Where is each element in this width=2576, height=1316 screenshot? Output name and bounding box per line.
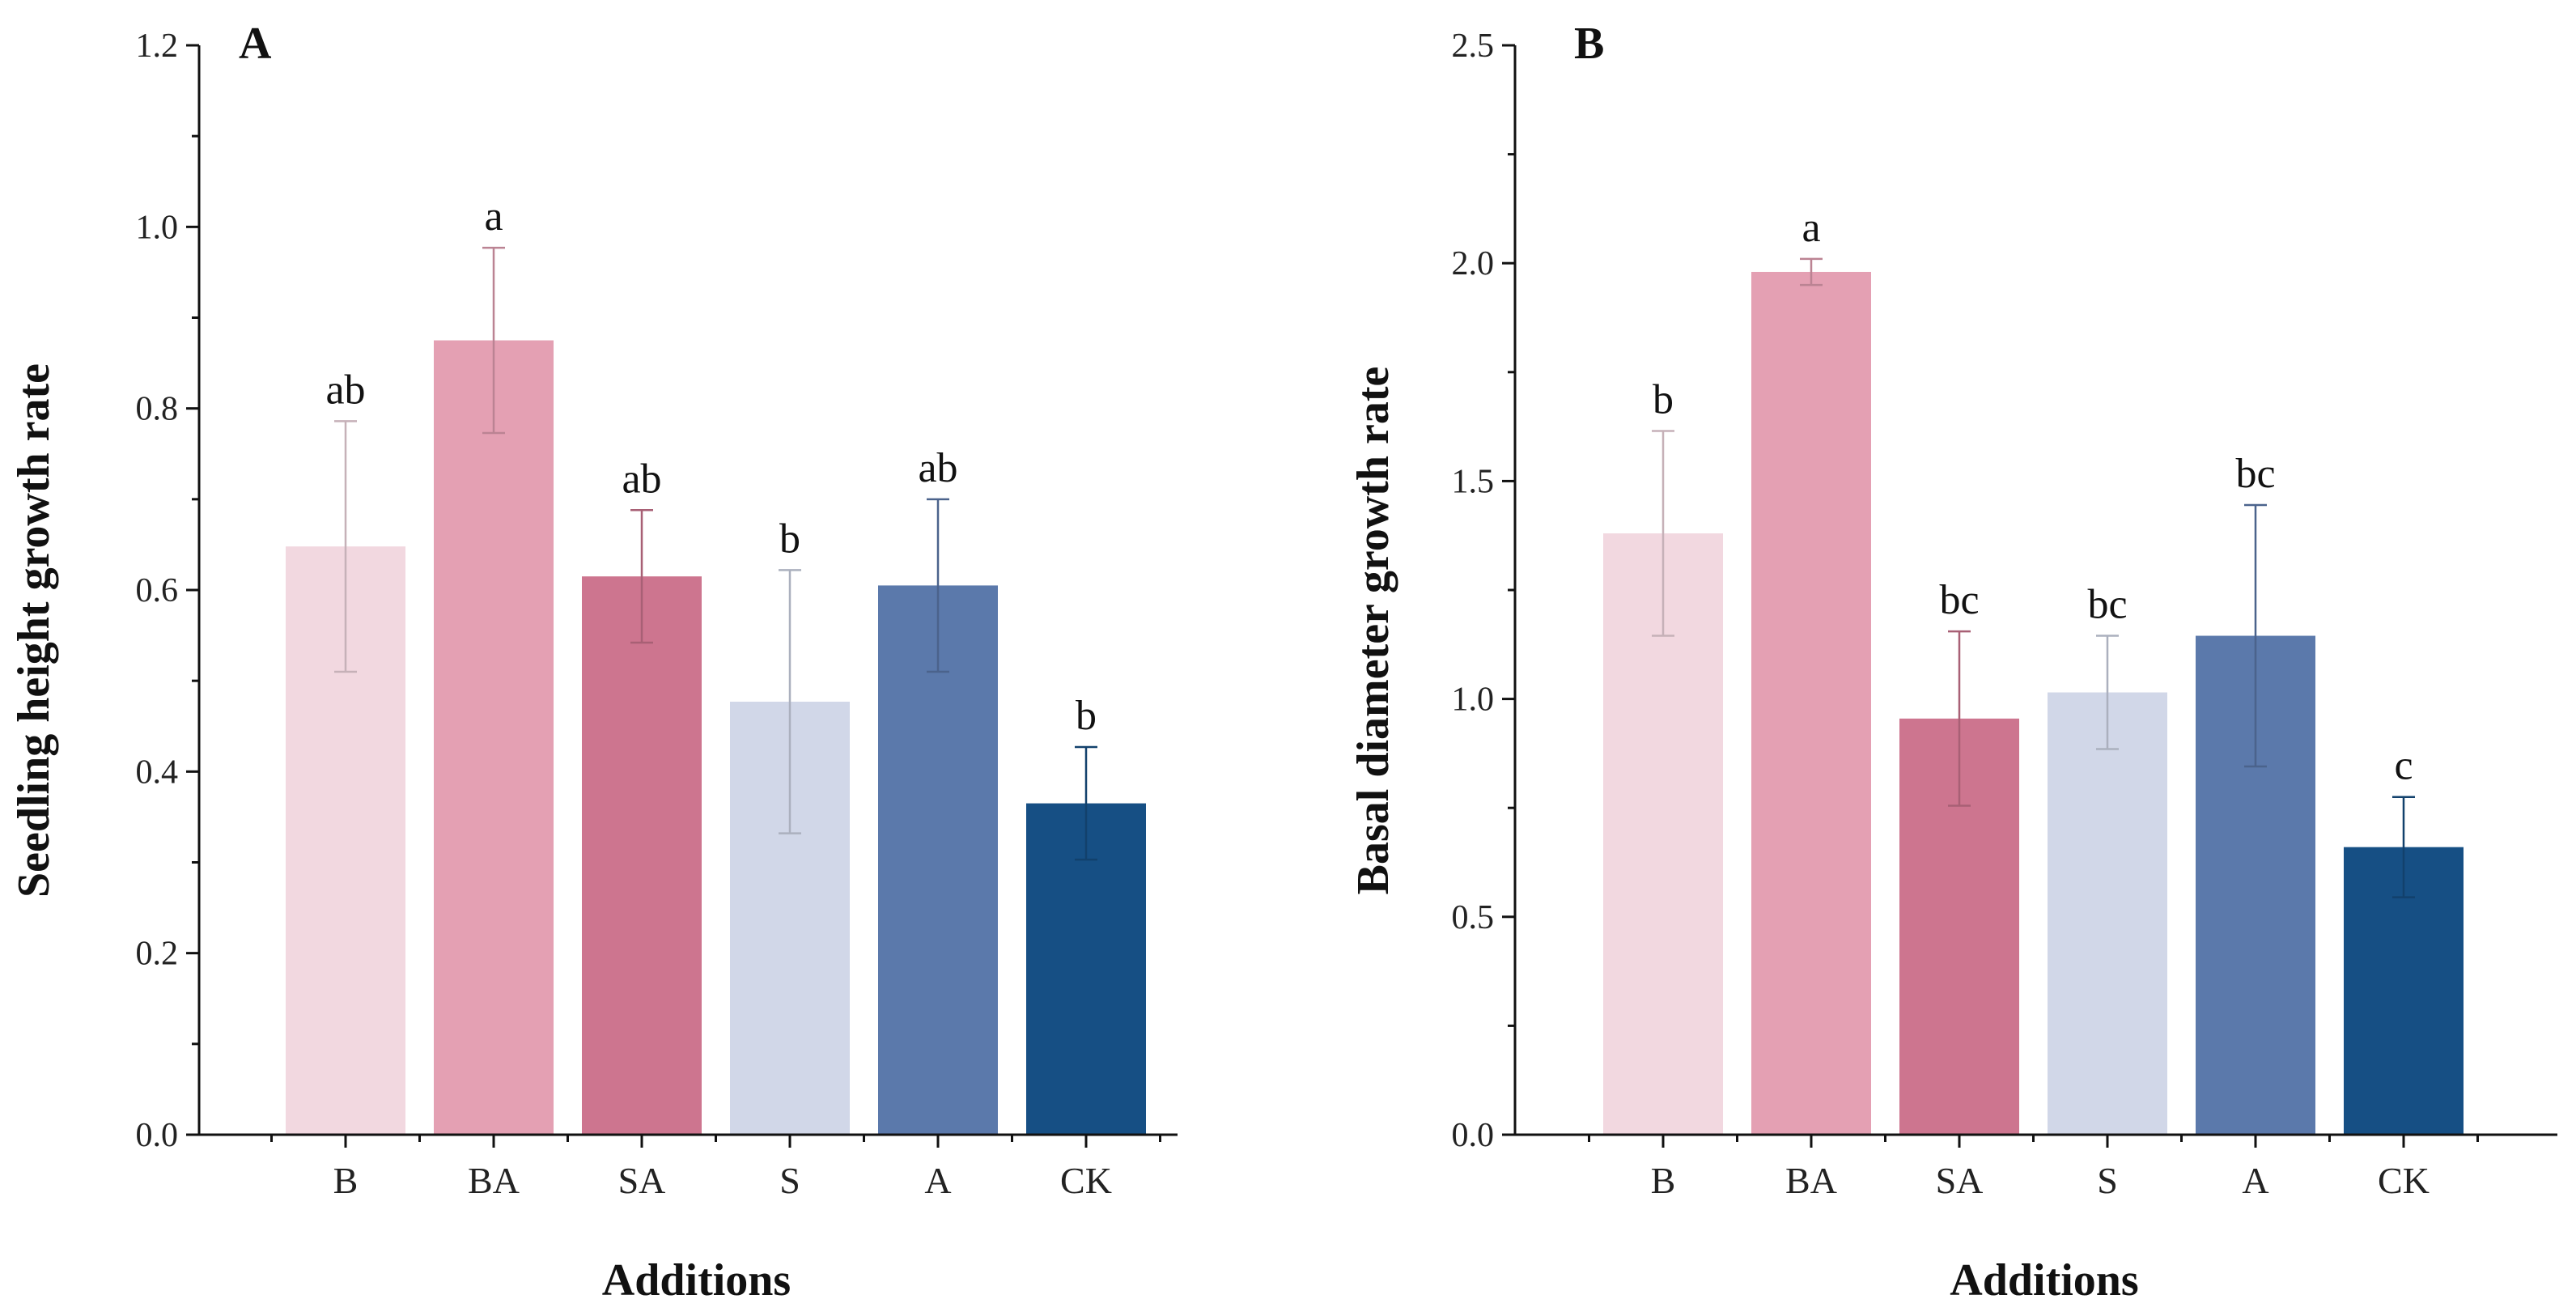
x-tick-label-B: B: [1651, 1160, 1676, 1201]
error-bar-BA: [482, 246, 505, 435]
error-bar-B: [334, 420, 357, 673]
x-tick-label-S: S: [2097, 1160, 2118, 1201]
x-axis-title: Additions: [1950, 1255, 2138, 1305]
significance-letter-B: b: [1653, 376, 1674, 422]
x-axis-title: Additions: [602, 1255, 791, 1305]
x-tick-label-BA: BA: [1785, 1160, 1837, 1201]
error-bar-CK: [1075, 745, 1097, 861]
error-bar-A: [927, 498, 949, 673]
x-tick-label-B: B: [333, 1160, 359, 1201]
error-bar-B: [1652, 430, 1674, 637]
y-tick-label: 0.4: [136, 754, 179, 791]
x-tick-label-CK: CK: [2378, 1160, 2430, 1201]
y-tick-label: 0.0: [1452, 1117, 1495, 1154]
x-tick-label-SA: SA: [618, 1160, 666, 1201]
x-tick-label-BA: BA: [468, 1160, 520, 1201]
y-tick-label: 1.5: [1452, 463, 1495, 500]
y-tick-label: 0.8: [136, 391, 179, 428]
x-tick-label-S: S: [779, 1160, 800, 1201]
significance-letter-SA: ab: [622, 456, 661, 502]
y-axis-title: Basal diameter growth rate: [1348, 367, 1398, 895]
y-tick-label: 2.5: [1452, 28, 1495, 65]
error-bar-SA: [1948, 630, 1971, 807]
significance-letter-A: bc: [2235, 451, 2275, 497]
bar-BA: [1751, 271, 1871, 1135]
x-tick-label-A: A: [924, 1160, 951, 1201]
y-tick-label: 1.0: [1452, 681, 1495, 719]
x-tick-label-CK: CK: [1060, 1160, 1112, 1201]
significance-letter-B: ab: [325, 367, 365, 413]
y-tick-label: 1.0: [136, 209, 179, 246]
error-bar-S: [779, 569, 801, 834]
significance-letter-BA: a: [484, 193, 503, 240]
bar-SA: [582, 576, 702, 1135]
error-bar-A: [2244, 503, 2267, 768]
panel-label: B: [1574, 19, 1604, 69]
significance-letter-CK: b: [1076, 693, 1097, 739]
significance-letter-S: bc: [2087, 582, 2127, 628]
y-tick-label: 0.6: [136, 572, 179, 609]
bar-A: [878, 585, 998, 1135]
error-bar-BA: [1800, 257, 1823, 287]
y-tick-label: 0.2: [136, 936, 179, 973]
significance-letter-BA: a: [1802, 205, 1820, 251]
significance-letter-SA: bc: [1939, 577, 1979, 623]
error-bar-CK: [2392, 796, 2415, 898]
y-tick-label: 2.0: [1452, 245, 1495, 282]
y-tick-label: 0.0: [136, 1117, 179, 1154]
y-tick-label: 0.5: [1452, 899, 1495, 936]
significance-letter-S: b: [779, 516, 800, 562]
x-tick-label-SA: SA: [1936, 1160, 1984, 1201]
bar-BA: [434, 340, 554, 1136]
error-bar-SA: [630, 509, 653, 644]
significance-letter-CK: c: [2394, 743, 2413, 789]
y-axis-title: Seedling height growth rate: [9, 363, 59, 898]
y-tick-label: 1.2: [136, 28, 179, 65]
significance-letter-A: ab: [918, 445, 957, 491]
error-bar-S: [2096, 635, 2119, 750]
panel-label: A: [239, 19, 272, 69]
x-tick-label-A: A: [2242, 1160, 2268, 1201]
bar-S: [2048, 692, 2167, 1135]
